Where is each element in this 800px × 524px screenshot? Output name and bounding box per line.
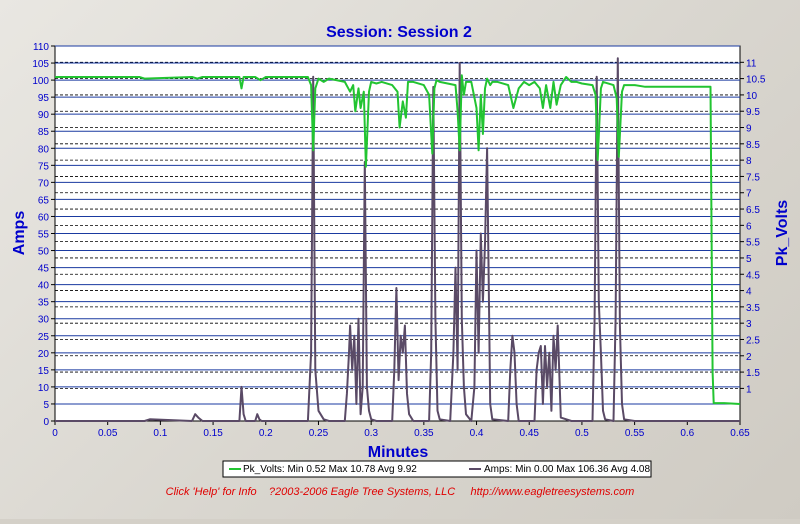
left-tick-label: 55 (38, 230, 50, 241)
legend-box: Pk_Volts: Min 0.52 Max 10.78 Avg 9.92 Am… (222, 460, 652, 478)
right-tick-label: 4.5 (746, 270, 760, 281)
left-tick-label: 70 (38, 178, 50, 189)
right-tick-label: 3 (746, 319, 752, 330)
left-tick-label: 75 (38, 161, 50, 172)
x-tick-label: 0 (52, 428, 58, 439)
right-tick-label: 7.5 (746, 172, 760, 183)
right-tick-label: 3.5 (746, 303, 760, 314)
x-tick-label: 0.25 (309, 428, 329, 439)
x-tick-label: 0.65 (730, 428, 750, 439)
left-tick-label: 100 (32, 76, 49, 87)
left-tick-label: 60 (38, 212, 50, 223)
left-tick-label: 0 (43, 417, 49, 428)
x-tick-label: 0.05 (98, 428, 118, 439)
left-tick-label: 20 (38, 349, 50, 360)
left-tick-label: 110 (33, 42, 49, 53)
x-axis-label: Minutes (368, 444, 429, 461)
legend-amps-label: Amps: Min 0.00 Max 106.36 Avg 4.08 (484, 464, 650, 475)
series-line-amps (55, 57, 740, 422)
x-tick-label: 0.6 (680, 428, 694, 439)
right-tick-label: 6 (746, 221, 752, 232)
x-tick-label: 0.1 (153, 428, 167, 439)
left-axis: 0 5 10 15 20 25 30 35 40 45 50 55 60 65 70 75 80 85 90 95 10… (32, 42, 55, 428)
right-tick-label: 10.5 (746, 75, 766, 86)
left-tick-label: 40 (38, 281, 50, 292)
footer-info: Click 'Help' for Info ?2003-2006 Eagle T… (165, 486, 635, 498)
right-tick-label: 9.5 (746, 107, 760, 118)
x-tick-label: 0.35 (414, 428, 434, 439)
x-tick-label: 0.15 (203, 428, 223, 439)
left-tick-label: 85 (38, 127, 50, 138)
right-tick-label: 1.5 (746, 368, 760, 379)
left-tick-label: 95 (38, 93, 50, 104)
x-tick-label: 0.4 (470, 428, 484, 439)
right-tick-label: 4 (746, 287, 752, 298)
left-tick-label: 15 (38, 366, 50, 377)
legend-pk-volts-label: Pk_Volts: Min 0.52 Max 10.78 Avg 9.92 (243, 464, 417, 475)
x-tick-label: 0.55 (625, 428, 645, 439)
x-tick-label: 0.3 (364, 428, 378, 439)
right-tick-label: 7 (746, 189, 752, 200)
right-axis-label: Pk_Volts (774, 200, 791, 267)
left-tick-label: 35 (38, 298, 50, 309)
right-tick-label: 9 (746, 124, 752, 135)
right-tick-label: 10 (746, 91, 758, 102)
left-tick-label: 105 (32, 59, 49, 70)
x-tick-label: 0.5 (575, 428, 589, 439)
chart-title: Session: Session 2 (326, 24, 472, 41)
left-tick-label: 50 (38, 247, 50, 258)
right-tick-label: 8.5 (746, 140, 760, 151)
left-tick-label: 30 (38, 315, 50, 326)
x-tick-label: 0.45 (519, 428, 539, 439)
right-tick-label: 5.5 (746, 238, 760, 249)
left-tick-label: 65 (38, 195, 50, 206)
left-tick-label: 10 (38, 383, 50, 394)
series-group (55, 57, 741, 422)
right-tick-label: 8 (746, 156, 752, 167)
left-tick-label: 25 (38, 332, 50, 343)
left-tick-label: 45 (38, 264, 50, 275)
x-tick-label: 0.2 (259, 428, 273, 439)
series-line-pk-volts (55, 74, 741, 405)
right-tick-label: 1 (746, 384, 752, 395)
right-axis: 1 1.5 2 2.5 3 3.5 4 4.5 5 5.5 6 6.5 7 7.5 8 8.5 9 9.5 10 10… (740, 58, 766, 395)
right-tick-label: 11 (746, 58, 757, 69)
left-axis-label: Amps (11, 211, 28, 256)
x-axis: 0 0.05 0.1 0.15 0.2 0.25 0.3 0.35 0.4 0.45 0.5 0.55… (52, 421, 750, 439)
left-tick-label: 90 (38, 110, 50, 121)
right-tick-label: 6.5 (746, 205, 760, 216)
right-tick-label: 5 (746, 254, 752, 265)
left-tick-label: 5 (43, 400, 49, 411)
left-tick-label: 80 (38, 144, 50, 155)
right-tick-label: 2 (746, 352, 752, 363)
right-tick-label: 2.5 (746, 335, 760, 346)
